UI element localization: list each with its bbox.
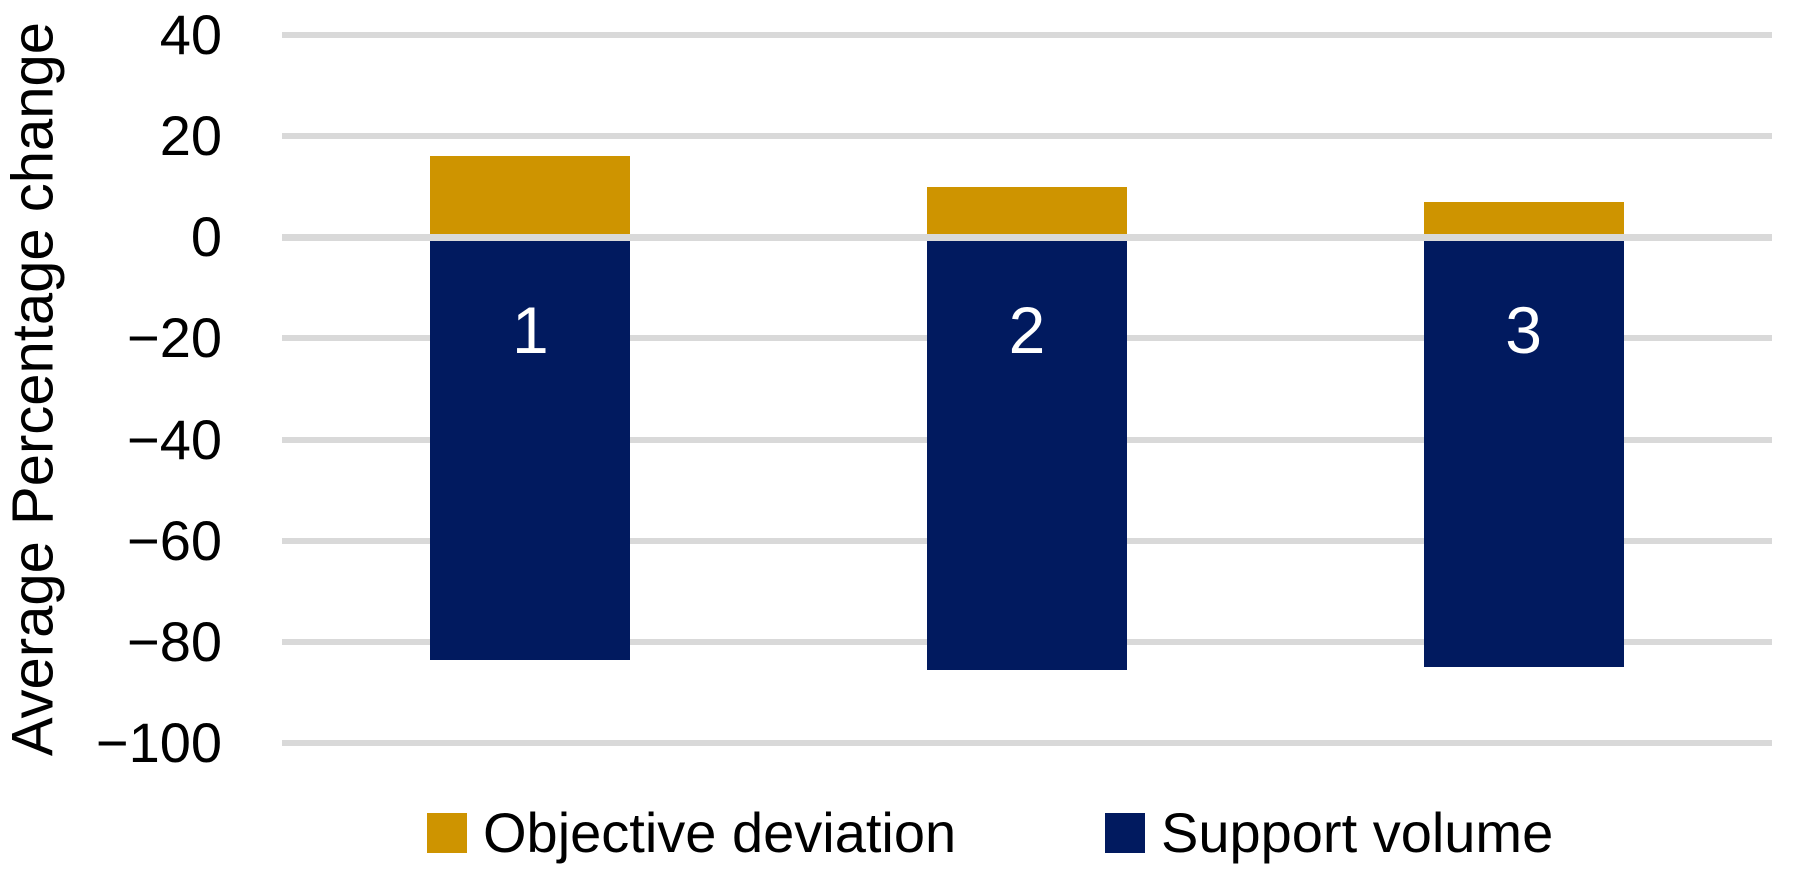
gridline xyxy=(282,32,1772,38)
y-axis-tick-label: 0 xyxy=(190,205,222,269)
legend-item-support-volume: Support volume xyxy=(1105,805,1553,861)
zero-axis-line xyxy=(282,233,1772,241)
bar-category-label: 2 xyxy=(1008,293,1046,368)
legend-swatch-objective-deviation xyxy=(427,813,467,853)
legend-swatch-support-volume xyxy=(1105,813,1145,853)
y-axis-tick-label: −100 xyxy=(95,711,222,774)
y-axis-tick-label: −60 xyxy=(127,508,222,572)
bar-category-label: 1 xyxy=(511,293,549,368)
bar-segment-support-volume xyxy=(1423,237,1624,668)
bar-segment-support-volume xyxy=(430,237,631,660)
y-axis-tick-label: 20 xyxy=(159,104,222,168)
bar-segment-objective-deviation xyxy=(430,156,631,238)
gridline xyxy=(282,740,1772,746)
legend-item-objective-deviation: Objective deviation xyxy=(427,805,956,861)
y-axis-tick-label: −20 xyxy=(127,306,222,370)
bar-category-label: 3 xyxy=(1505,293,1543,368)
bar-segment-support-volume xyxy=(927,237,1127,670)
y-axis-tick-label: −80 xyxy=(127,609,222,673)
legend-label-support-volume: Support volume xyxy=(1161,801,1554,864)
bar-segment-objective-deviation xyxy=(1423,201,1624,238)
y-axis-tick-label: −40 xyxy=(127,407,222,471)
gridline xyxy=(282,133,1772,140)
bar-segment-objective-deviation xyxy=(927,186,1127,238)
y-axis-tick-label: 40 xyxy=(159,3,222,66)
legend-label-objective-deviation: Objective deviation xyxy=(483,801,957,864)
